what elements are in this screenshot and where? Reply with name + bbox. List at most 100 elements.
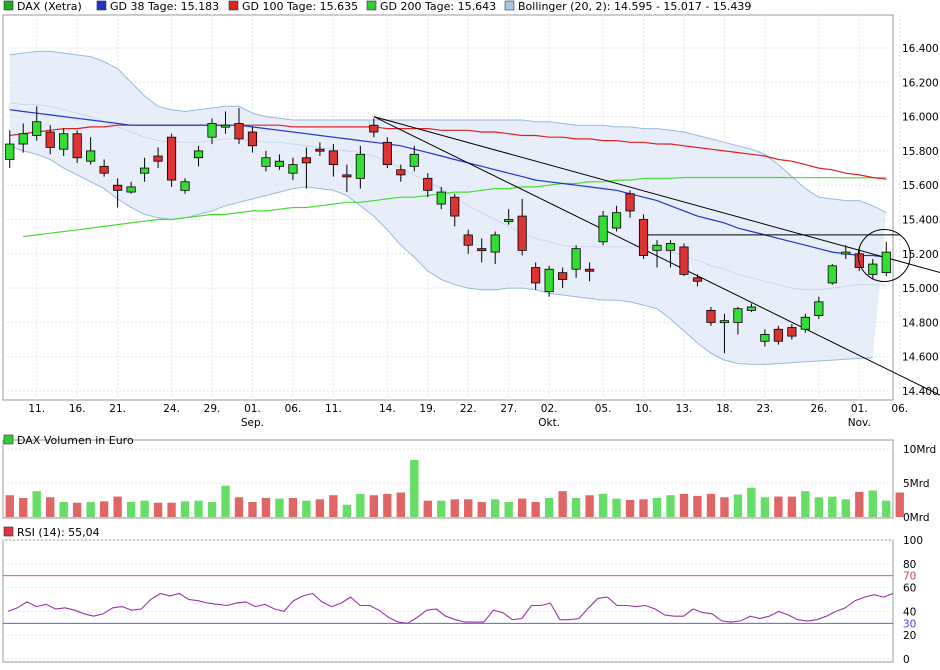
volume-bar-down	[383, 493, 392, 517]
rsi-tick-label: 80	[903, 559, 916, 571]
bollinger-upper-line	[9, 50, 887, 214]
volume-bar-down	[261, 497, 271, 517]
volume-bar-down	[72, 502, 82, 517]
price-tick-label: 15.200	[902, 249, 939, 261]
volume-bar-down	[693, 495, 702, 517]
date-tick-label: 10.	[635, 403, 652, 415]
rsi-tick-label: 100	[903, 535, 923, 547]
candle-up	[86, 150, 96, 162]
volume-bar-up	[207, 502, 217, 517]
volume-bar-down	[706, 493, 716, 517]
volume-bar-up	[841, 499, 850, 517]
candle-up	[207, 123, 217, 138]
volume-tick-label: 5Mrd	[903, 478, 930, 490]
volume-bar-down	[248, 502, 257, 517]
date-tick-label: 01.	[244, 403, 261, 415]
candle-up	[868, 263, 878, 275]
candle-down	[301, 157, 311, 164]
volume-bar-up	[356, 493, 365, 517]
volume-bar-down	[329, 495, 338, 517]
candle-up	[827, 265, 837, 284]
legend-label: GD 100 Tage: 15.635	[242, 0, 358, 13]
rsi-panel: RSI (14): 55,04 100 80 60 40 20 0 70 30	[2, 526, 923, 666]
volume-bar-up	[32, 491, 41, 517]
date-tick-label: 18.	[716, 403, 733, 415]
candle-up	[355, 153, 365, 179]
volume-bar-up	[652, 497, 662, 517]
volume-bar-down	[585, 495, 594, 517]
legend-swatch	[504, 0, 515, 11]
candle-down	[517, 215, 527, 251]
price-tick-label: 16.200	[902, 77, 939, 89]
ma200-line	[23, 176, 887, 238]
candle-up	[571, 248, 581, 270]
candle-up	[288, 164, 298, 174]
volume-bar-up	[612, 498, 621, 517]
volume-bar-down	[639, 499, 648, 517]
volume-bar-down	[5, 495, 14, 517]
candle-up	[59, 133, 69, 150]
volume-bar-down	[99, 501, 109, 517]
candle-down	[45, 131, 55, 148]
date-tick-label: 21.	[109, 403, 126, 415]
volume-bar-down	[558, 491, 567, 517]
candle-up	[126, 186, 136, 193]
volume-bar-up	[571, 497, 581, 517]
volume-bar-down	[895, 492, 904, 517]
rsi-label: RSI (14): 55,04	[17, 526, 100, 539]
volume-bar-up	[59, 502, 68, 517]
volume-bar-up	[598, 493, 608, 517]
rsi-level-label: 30	[903, 618, 916, 630]
volume-bar-down	[720, 497, 729, 517]
candle-up	[598, 215, 608, 243]
month-label: Sep.	[241, 417, 264, 429]
legend-label: DAX (Xetra)	[17, 0, 82, 13]
candle-down	[679, 246, 689, 275]
date-tick-label: 05.	[595, 403, 612, 415]
rsi-line	[7, 592, 894, 624]
date-tick-label: 11.	[325, 403, 342, 415]
volume-bar-up	[86, 502, 95, 517]
volume-bar-up	[801, 491, 810, 517]
price-tick-label: 14.600	[902, 352, 939, 364]
volume-bar-down	[234, 497, 244, 517]
candle-down	[625, 193, 635, 212]
volume-bar-up	[491, 499, 500, 517]
date-tick-label: 27.	[500, 403, 517, 415]
rsi-legend-swatch	[3, 526, 14, 537]
candle-down	[328, 150, 338, 166]
candle-down	[585, 268, 595, 272]
candle-up	[746, 306, 756, 311]
volume-bar-up	[814, 497, 824, 517]
candle-up	[490, 234, 500, 253]
volume-bar-up	[221, 485, 230, 517]
candle-down	[773, 328, 783, 342]
candle-down	[153, 155, 163, 162]
rsi-level-label: 70	[903, 571, 916, 583]
candle-down	[531, 267, 541, 284]
volume-tick-label: 0Mrd	[903, 512, 930, 524]
candle-down	[706, 309, 716, 323]
ma38-line	[9, 109, 887, 258]
candle-up	[841, 251, 851, 255]
candle-up	[733, 308, 743, 323]
volume-legend-swatch	[3, 434, 14, 445]
volume-bar-up	[760, 497, 770, 517]
volume-bar-down	[423, 500, 432, 517]
price-tick-label: 14.400	[902, 386, 939, 398]
candle-down	[558, 272, 568, 280]
candle-down	[382, 141, 392, 166]
legend-label: Bollinger (20, 2): 14.595 - 15.017 - 15.…	[518, 0, 751, 13]
candle-down	[234, 123, 244, 140]
candle-down	[99, 165, 109, 174]
rsi-tick-label: 40	[903, 606, 916, 618]
rsi-tick-label: 0	[903, 654, 910, 666]
candle-up	[652, 244, 662, 251]
candle-up	[32, 121, 42, 136]
candle-down	[692, 277, 703, 282]
volume-bar-up	[747, 487, 756, 517]
date-tick-label: 01.	[851, 403, 868, 415]
volume-bar-up	[194, 500, 203, 517]
price-tick-label: 16.000	[902, 112, 939, 124]
date-tick-label: 26.	[810, 403, 827, 415]
